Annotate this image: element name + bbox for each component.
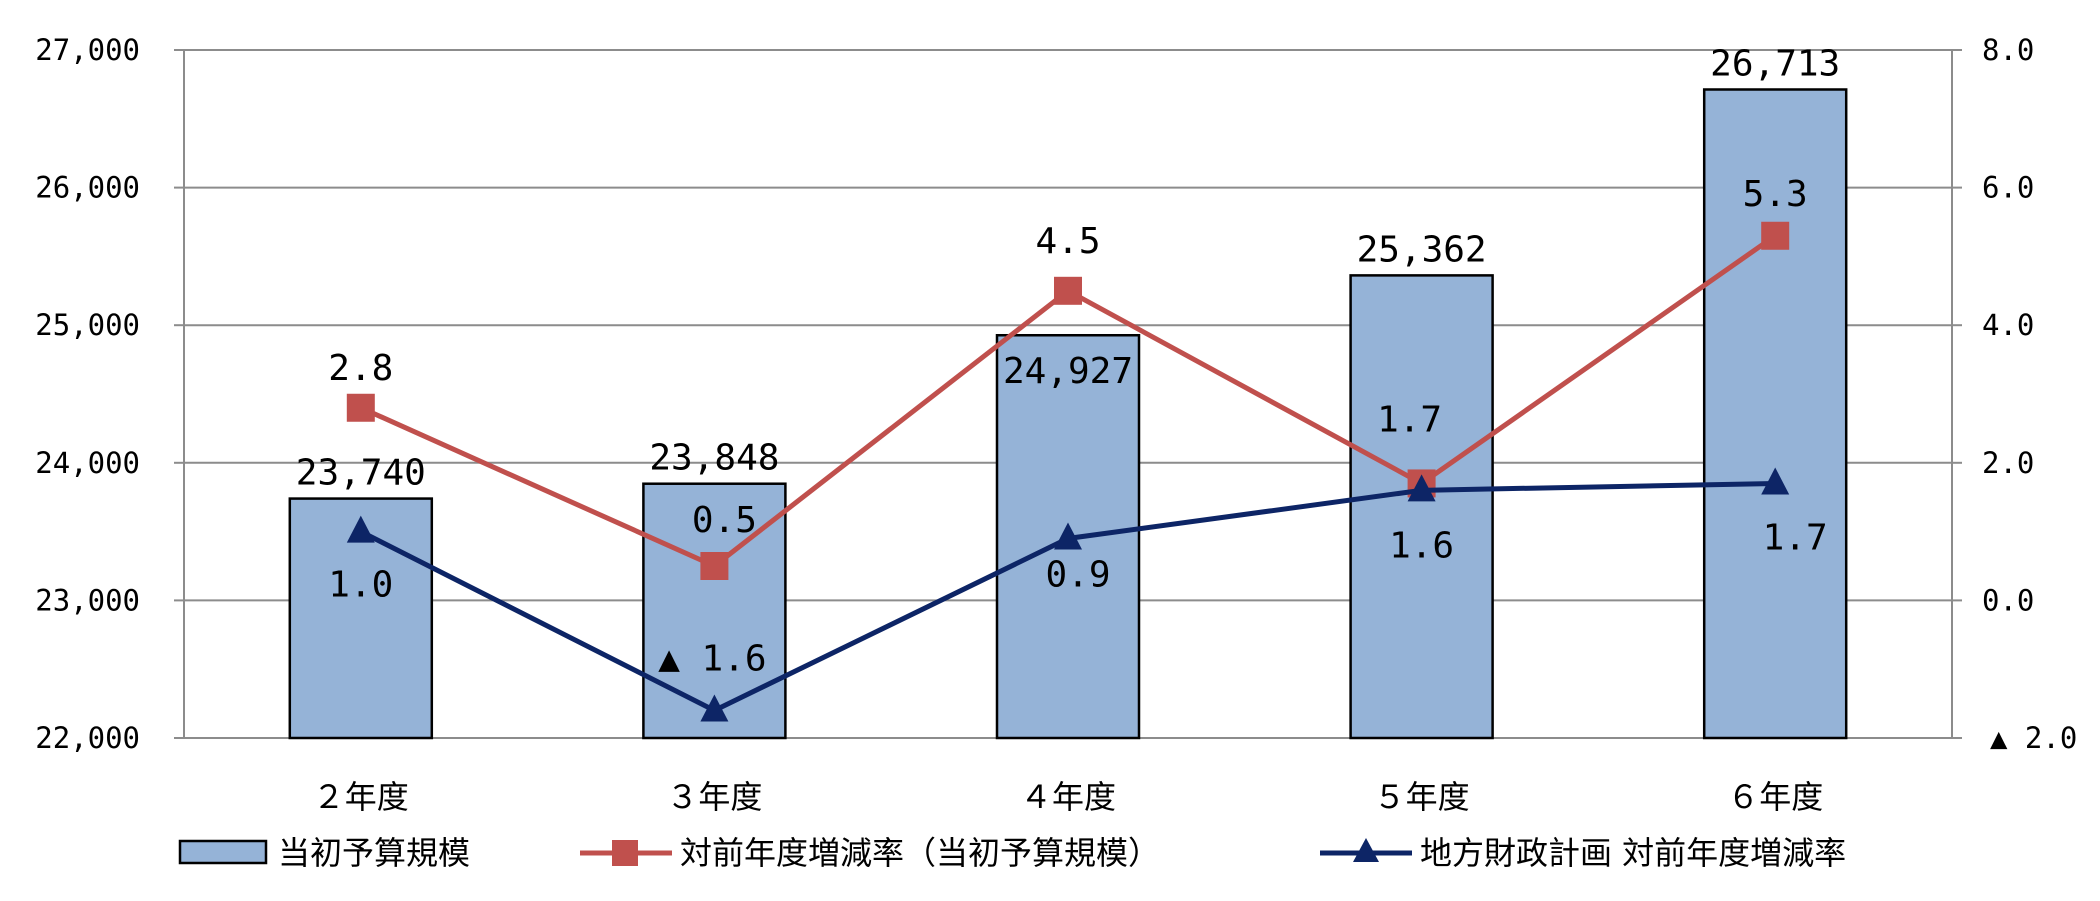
legend-label: 当初予算規模 <box>278 834 470 872</box>
plan-growth-value-label: 1.0 <box>328 565 393 606</box>
y-tick-label: 22,000 <box>35 721 140 755</box>
legend-bar-swatch <box>178 839 268 865</box>
square-marker <box>346 393 375 422</box>
x-tick-label: ６年度 <box>1727 778 1823 816</box>
growth-value-label: 4.5 <box>1035 221 1100 262</box>
growth-value-label: 1.7 <box>1377 399 1442 440</box>
x-tick-label: ５年度 <box>1374 778 1470 816</box>
legend-triangle-marker <box>1353 838 1379 862</box>
bar-value-label: 24,927 <box>1003 351 1133 392</box>
y-tick-label: 25,000 <box>35 308 140 342</box>
growth-value-label: 5.3 <box>1743 174 1808 215</box>
square-marker <box>700 552 729 580</box>
triangle-marker <box>1407 474 1436 502</box>
y2-tick-label: ▲ 2.0 <box>1990 721 2077 755</box>
legend-square-marker <box>612 840 638 866</box>
square-marker <box>1761 221 1790 250</box>
y2-tick-label: 4.0 <box>1982 308 2034 342</box>
y2-tick-label: 6.0 <box>1982 171 2034 205</box>
triangle-marker <box>1761 467 1790 495</box>
square-marker <box>1054 276 1082 305</box>
bar-value-label: 26,713 <box>1710 43 1840 84</box>
bar <box>1349 274 1494 740</box>
y-tick-label: 23,000 <box>35 583 140 617</box>
growth-value-label: 0.5 <box>692 500 757 541</box>
y-tick-label: 24,000 <box>35 446 140 480</box>
plan-growth-value-label: ▲ 1.6 <box>658 638 766 679</box>
legend-label: 対前年度増減率（当初予算規模） <box>680 834 1160 872</box>
bar-value-label: 25,362 <box>1357 229 1487 270</box>
y-tick-label: 27,000 <box>35 33 140 67</box>
y2-tick-label: 2.0 <box>1982 446 2034 480</box>
plan-growth-value-label: 1.7 <box>1763 517 1828 558</box>
triangle-marker <box>346 515 375 543</box>
bar-value-label: 23,848 <box>649 438 779 479</box>
bar <box>1702 88 1848 740</box>
x-tick-label: ２年度 <box>313 778 409 816</box>
line-series <box>346 221 1790 722</box>
y-tick-label: 26,000 <box>35 171 140 205</box>
plan-growth-value-label: 1.6 <box>1389 525 1454 566</box>
plan-growth-value-label: 0.9 <box>1045 554 1110 595</box>
axes: 22,000 23,000 24,000 25,000 26,000 27,000 ▲ 2.… <box>35 33 2077 816</box>
triangle-marker <box>700 694 729 722</box>
legend: 当初予算規模 対前年度増減率（当初予算規模） 地方財政計画 対前年度増減率 <box>178 834 1846 872</box>
bar-value-label: 23,740 <box>296 453 426 494</box>
growth-value-label: 2.8 <box>328 348 393 389</box>
y2-tick-label: 0.0 <box>1982 583 2034 617</box>
data-labels: 23,740 23,848 24,927 25,362 26,713 2.8 0.5 4.5 1… <box>296 43 1840 679</box>
legend-label: 地方財政計画 対前年度増減率 <box>1420 834 1846 872</box>
y2-tick-label: 8.0 <box>1982 33 2034 67</box>
x-tick-label: ３年度 <box>666 778 762 816</box>
triangle-marker <box>1054 522 1082 550</box>
x-tick-label: ４年度 <box>1020 778 1116 816</box>
